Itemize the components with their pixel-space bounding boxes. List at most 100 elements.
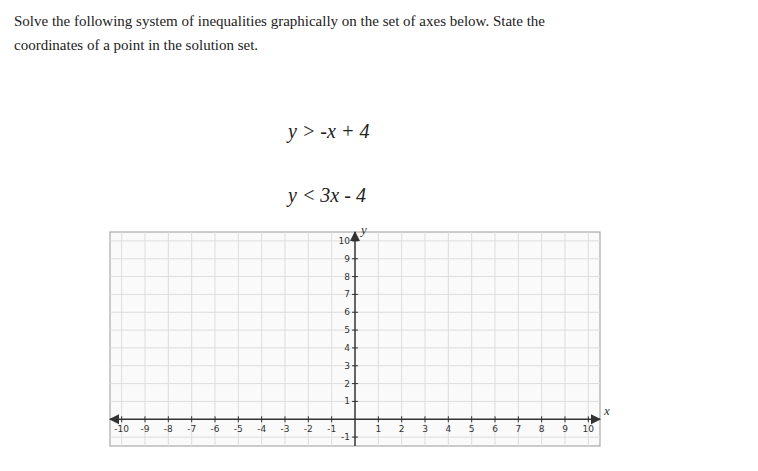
grid-line-y	[110, 312, 600, 313]
grid	[110, 232, 600, 446]
x-tick-label: 5	[469, 424, 475, 434]
y-tick	[352, 383, 358, 384]
grid-line-y	[110, 294, 600, 295]
grid-line-x	[145, 232, 146, 446]
x-tick-label: -4	[257, 424, 266, 434]
x-tick	[565, 416, 566, 422]
x-tick	[425, 416, 426, 422]
grid-line-y	[110, 383, 600, 384]
x-tick	[285, 416, 286, 422]
y-tick	[352, 330, 358, 331]
grid-line-x	[191, 232, 192, 446]
x-tick-label: -9	[141, 424, 150, 434]
grid-line-x	[401, 232, 402, 446]
x-tick-label: 2	[399, 424, 405, 434]
grid-line-x	[121, 232, 122, 446]
x-tick	[378, 416, 379, 422]
x-tick-label: -1	[327, 424, 336, 434]
y-tick-label: 6	[344, 307, 350, 317]
y-tick	[352, 312, 358, 313]
grid-line-y	[110, 330, 600, 331]
grid-line-x	[238, 232, 239, 446]
title: coordinates of a point in the solution s…	[14, 37, 258, 53]
x-tick	[448, 416, 449, 422]
y-tick	[352, 276, 358, 277]
grid-line-x	[448, 232, 449, 446]
grid-line-x	[215, 232, 216, 446]
x-tick	[401, 416, 402, 422]
x-tick-label: 3	[422, 424, 428, 434]
y-axis	[354, 232, 356, 446]
x-tick	[261, 416, 262, 422]
x-tick	[215, 416, 216, 422]
y-tick-label: 9	[344, 254, 350, 264]
grid-line-x	[518, 232, 519, 446]
grid-line-x	[541, 232, 542, 446]
y-axis-label: y	[359, 222, 367, 237]
y-tick	[352, 240, 358, 241]
grid-line-y	[110, 365, 600, 366]
grid-line-x	[588, 232, 589, 446]
grid-line-x	[471, 232, 472, 446]
x-tick-label: -5	[234, 424, 243, 434]
x-tick-label: -7	[187, 424, 196, 434]
grid-line-y	[110, 240, 600, 241]
y-tick	[352, 258, 358, 259]
y-tick-label: 8	[344, 272, 350, 282]
grid-line-y	[110, 347, 600, 348]
x-tick-label: 10	[583, 424, 595, 434]
y-tick	[352, 401, 358, 402]
x-tick	[588, 416, 589, 422]
x-tick-label: -10	[114, 424, 129, 434]
y-tick-label: 5	[344, 325, 350, 335]
grid-line-x	[331, 232, 332, 446]
y-tick-label: 1	[344, 396, 350, 406]
x-tick	[541, 416, 542, 422]
x-tick-label: 8	[539, 424, 545, 434]
x-tick-label: -2	[304, 424, 313, 434]
y-tick-label: 10	[339, 236, 351, 246]
x-tick-label: 6	[492, 424, 498, 434]
equation: y > -x + 4	[286, 120, 369, 143]
grid-line-x	[308, 232, 309, 446]
x-tick-label: -8	[164, 424, 173, 434]
x-tick	[168, 416, 169, 422]
y-tick	[352, 437, 358, 438]
x-tick	[191, 416, 192, 422]
grid-line-x	[495, 232, 496, 446]
x-tick	[238, 416, 239, 422]
x-tick-label: 4	[445, 424, 451, 434]
x-tick-label: 9	[562, 424, 568, 434]
x-tick-label: -6	[211, 424, 220, 434]
grid-line-y	[110, 437, 600, 438]
grid-line-x	[261, 232, 262, 446]
y-tick-label: 3	[344, 361, 350, 371]
x-tick-label: 1	[375, 424, 381, 434]
grid-line-x	[425, 232, 426, 446]
x-tick	[145, 416, 146, 422]
x-tick	[331, 416, 332, 422]
x-tick	[121, 416, 122, 422]
y-tick-label: 2	[344, 379, 350, 389]
grid-line-y	[110, 258, 600, 259]
y-tick-label: 4	[344, 343, 350, 353]
x-axis-label: x	[603, 403, 610, 418]
grid-line-x	[285, 232, 286, 446]
grid-line-x	[168, 232, 169, 446]
y-tick	[352, 365, 358, 366]
y-tick	[352, 347, 358, 348]
x-tick	[471, 416, 472, 422]
plot-frame	[110, 232, 600, 446]
x-tick-label: -3	[281, 424, 290, 434]
grid-line-x	[378, 232, 379, 446]
grid-line-x	[565, 232, 566, 446]
y-tick	[352, 294, 358, 295]
grid-line-y	[110, 276, 600, 277]
equation: y < 3x - 4	[286, 184, 366, 207]
grid-line-y	[110, 401, 600, 402]
x-tick	[495, 416, 496, 422]
x-tick	[308, 416, 309, 422]
y-tick-label: 7	[344, 289, 350, 299]
y-tick-label: -1	[341, 432, 350, 442]
x-tick	[518, 416, 519, 422]
